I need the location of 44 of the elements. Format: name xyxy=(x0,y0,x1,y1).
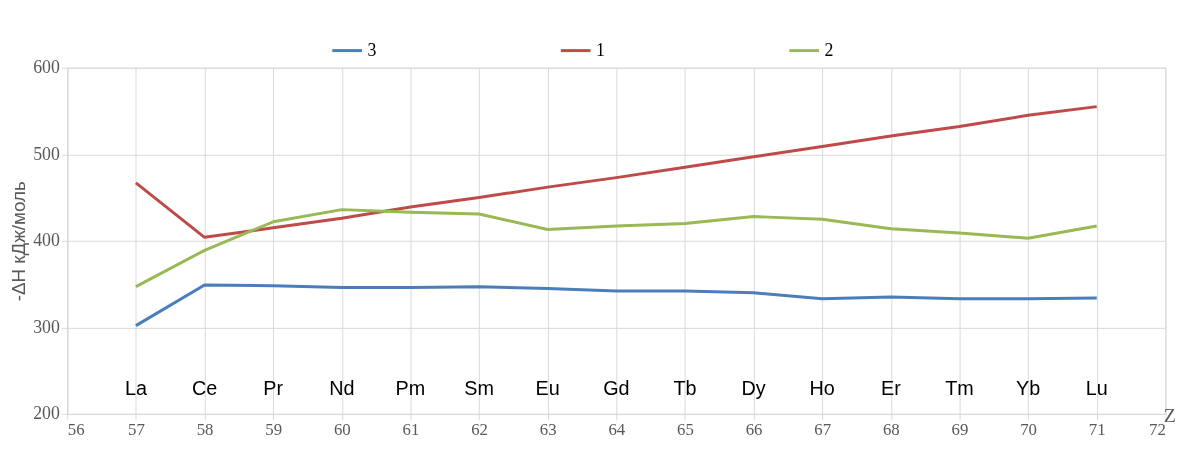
annotation: Gd xyxy=(603,377,630,400)
x-tick-label: 71 xyxy=(1088,420,1106,440)
line-series xyxy=(134,105,1099,239)
line-series xyxy=(134,283,1099,328)
x-tick-label: 61 xyxy=(402,420,420,440)
annotation: Lu xyxy=(1085,377,1108,400)
annotation: Pm xyxy=(395,377,426,400)
y-axis-title: -ΔН кДж/моль xyxy=(8,181,30,302)
line-series xyxy=(134,208,1099,289)
annotation: Yb xyxy=(1016,377,1041,400)
x-tick-label: 64 xyxy=(608,420,626,440)
x-tick-label: 69 xyxy=(951,420,969,440)
x-tick-label: 67 xyxy=(814,420,832,440)
annotation: Tm xyxy=(945,377,974,400)
x-tick-label: 58 xyxy=(196,420,214,440)
x-tick-label: 70 xyxy=(1020,420,1038,440)
x-tick-label: 72 xyxy=(1149,420,1166,440)
y-tick-label: 600 xyxy=(33,57,60,78)
y-tick-label: 300 xyxy=(33,316,60,337)
annotation: Tb xyxy=(673,377,697,400)
annotation: Pr xyxy=(263,377,284,400)
x-tick-label: 60 xyxy=(333,420,351,440)
x-tick-label: 56 xyxy=(67,420,85,440)
annotation: Dy xyxy=(741,377,766,400)
x-tick-label: 63 xyxy=(539,420,557,440)
annotation: Eu xyxy=(535,377,560,400)
annotation: Ho xyxy=(809,377,835,400)
y-tick-label: 200 xyxy=(33,403,60,424)
x-tick-label: 66 xyxy=(745,420,763,440)
y-tick-label: 400 xyxy=(33,230,60,251)
legend-label: 1 xyxy=(595,39,605,60)
annotation: Sm xyxy=(464,377,494,400)
annotation: Ce xyxy=(191,377,218,400)
x-tick-label: 59 xyxy=(265,420,283,440)
x-tick-label: 57 xyxy=(128,420,145,440)
x-tick-label: 62 xyxy=(471,420,488,440)
legend-label: 2 xyxy=(824,39,834,60)
y-tick-label: 500 xyxy=(33,143,60,164)
x-tick-label: 65 xyxy=(677,420,694,440)
annotation: Nd xyxy=(329,377,355,400)
annotation: Er xyxy=(880,377,902,400)
legend-label: 3 xyxy=(367,39,377,60)
x-tick-label: 68 xyxy=(882,420,900,440)
annotation: La xyxy=(124,377,147,400)
